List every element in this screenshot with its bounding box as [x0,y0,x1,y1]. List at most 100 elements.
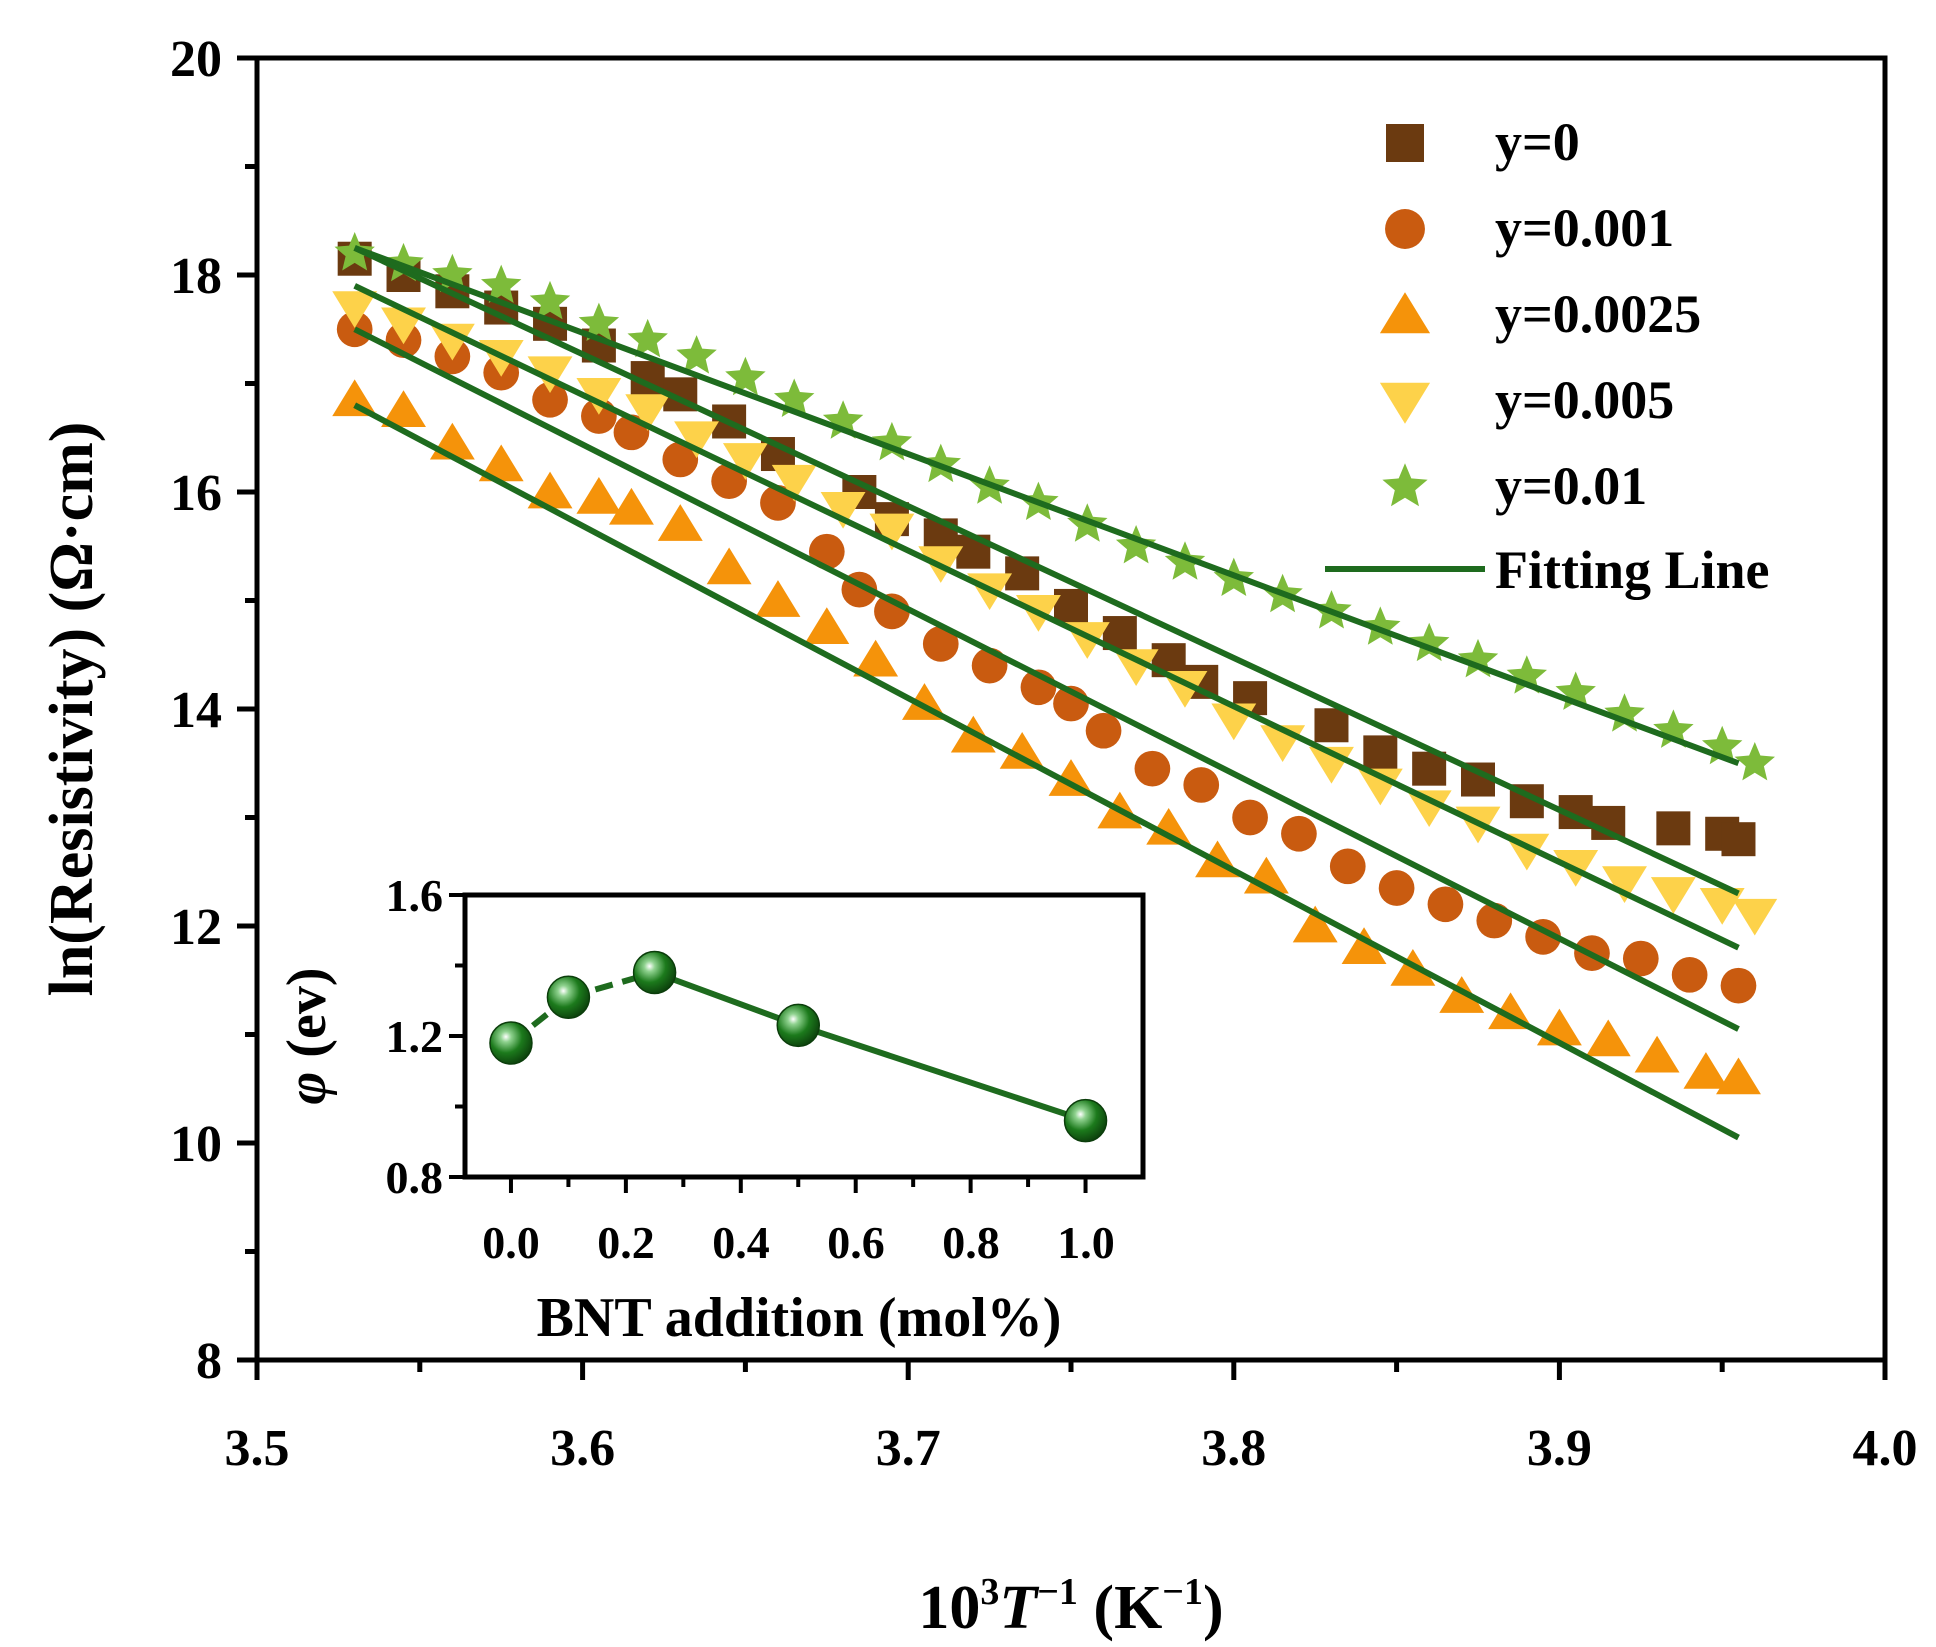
y-tick-label: 12 [170,899,222,956]
inset-x-axis-title: BNT addition (mol%) [537,1287,1062,1349]
data-point [1622,940,1659,977]
fit-line [353,245,1740,767]
data-point [381,390,426,427]
data-point [1378,870,1415,906]
x-axis-title-unit: ) [1203,1574,1224,1642]
data-point [725,356,766,396]
data-point [1115,525,1157,564]
data-point [1699,887,1745,925]
y-tick-label: 18 [170,248,222,305]
data-point [1506,655,1547,694]
data-point [1602,866,1647,903]
x-axis-title-base: 10 [918,1574,980,1642]
legend-marker [1379,382,1431,424]
data-point [1329,848,1366,885]
x-axis-title-exponent: −1 [1162,1571,1203,1613]
fit-line [353,283,1740,951]
data-point [576,378,622,415]
data-point [527,356,573,394]
legend-label: y=0.01 [1495,456,1647,516]
x-tick-label: 3.8 [1201,1420,1266,1477]
data-point [529,280,571,320]
legend-markers [1379,124,1431,507]
data-point [1054,588,1088,623]
data-point [1183,767,1220,803]
inset-y-tick-label: 1.2 [386,1011,444,1062]
data-point [1232,799,1268,836]
data-point [627,318,668,358]
data-point [999,732,1045,769]
data-point [1427,886,1464,923]
inset-series-layer [489,950,1108,1143]
x-axis-title-unit: (K [1078,1574,1162,1642]
inset-x-tick-label: 0.8 [942,1217,1000,1268]
data-point [1656,811,1691,846]
data-point [532,381,568,418]
data-point [1671,956,1708,993]
inset-y-axis-unit: (ev) [276,968,338,1058]
legend-label: y=0.001 [1495,198,1674,258]
data-point [853,639,899,677]
inset-y-axis-symbol: φ [276,1072,338,1105]
inset-y-tick-label: 0.8 [386,1152,444,1203]
x-tick-label: 3.9 [1527,1420,1592,1477]
inset-line-segment [797,1022,1087,1124]
legend-label: y=0.005 [1495,370,1674,430]
inset-x-tick-label: 0.4 [712,1217,770,1268]
data-point [1146,807,1192,845]
data-point [1585,1019,1631,1057]
main-ticks [237,55,1888,1380]
inset-plot: 0.0 0.2 0.4 0.6 0.8 1.0 0.8 1.2 1.6 BNT … [276,870,1146,1349]
data-point [676,335,717,374]
data-point [609,487,654,525]
data-point [625,394,671,432]
y-tick-label: 8 [196,1333,222,1390]
x-tick-label: 3.5 [225,1420,290,1477]
data-point [1292,905,1338,943]
inset-data-point [489,1021,533,1065]
data-point [576,477,622,514]
fit-line [353,402,1740,1141]
data-point [429,323,475,361]
data-point [578,302,620,341]
data-point [771,464,817,502]
data-point [1406,790,1452,828]
x-axis-title-variable: T [999,1574,1039,1642]
y-tick-label: 20 [170,31,222,88]
data-point [1734,742,1775,781]
data-point [481,264,522,303]
inset-data-point [776,1003,821,1048]
data-point [1683,1052,1729,1089]
x-tick-label: 4.0 [1853,1420,1918,1477]
data-point [1634,1035,1680,1073]
data-point [674,421,719,459]
fit-line [353,326,1740,1032]
data-point [922,626,959,662]
data-point [1164,541,1206,580]
inset-data-point [632,950,677,995]
inset-x-tick-label: 0.2 [597,1217,655,1268]
inset-data-point [1063,1098,1108,1143]
inset-x-tick-label: 0.6 [827,1217,885,1268]
data-point [1720,967,1757,1004]
inset-y-axis-space [276,1058,338,1072]
x-axis-title-exponent: 3 [980,1571,999,1613]
legend: y=0 y=0.001 y=0.0025 y=0.005 y=0.01 Fitt… [1325,112,1770,600]
y-axis-title: ln(Resistivity) (Ω·cm) [38,422,106,997]
inset-line-segment [653,969,800,1029]
data-point [804,607,850,644]
y-tick-label: 14 [170,682,222,739]
data-point [527,471,573,509]
data-point [1314,708,1349,743]
data-point [1113,649,1159,686]
data-point [869,513,915,551]
legend-label: y=0.0025 [1495,284,1701,344]
data-point [1732,898,1778,936]
inset-data-point [546,975,591,1019]
data-point [1341,927,1387,965]
data-point [1721,822,1756,857]
y-tick-label: 16 [170,465,222,522]
data-point [722,443,768,480]
data-point [332,379,378,417]
